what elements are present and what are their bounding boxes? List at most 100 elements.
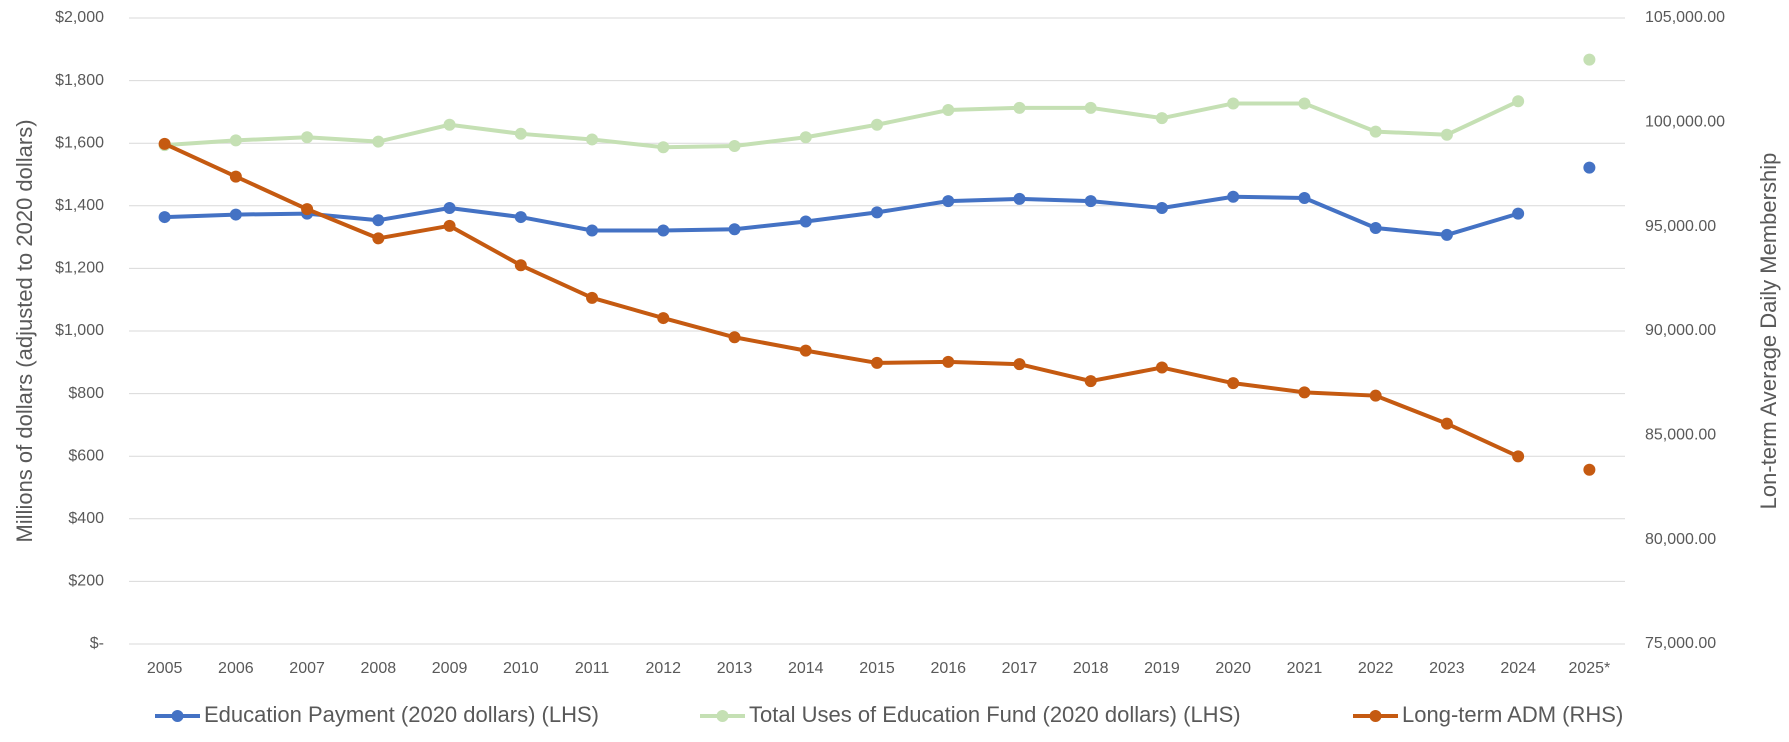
y-tick-label: $2,000 bbox=[55, 9, 104, 26]
y2-tick-label: 85,000.00 bbox=[1645, 427, 1716, 444]
data-point bbox=[1013, 192, 1026, 205]
x-tick-label: 2013 bbox=[717, 660, 753, 677]
data-point bbox=[942, 104, 955, 117]
x-tick-label: 2019 bbox=[1144, 660, 1180, 677]
data-point bbox=[1298, 386, 1311, 399]
data-point bbox=[799, 215, 812, 228]
y2-tick-label: 95,000.00 bbox=[1645, 218, 1716, 235]
data-point bbox=[799, 344, 812, 357]
data-point bbox=[1369, 389, 1382, 402]
data-point bbox=[1084, 375, 1097, 388]
x-tick-label: 2024 bbox=[1500, 660, 1536, 677]
legend-marker bbox=[716, 710, 729, 722]
x-tick-label: 2015 bbox=[859, 660, 895, 677]
data-point bbox=[942, 195, 955, 208]
data-point bbox=[871, 206, 883, 219]
data-point bbox=[1227, 377, 1240, 390]
y-tick-label: $- bbox=[90, 635, 104, 652]
y2-tick-label: 100,000.00 bbox=[1645, 114, 1725, 131]
data-point bbox=[158, 211, 171, 224]
data-point bbox=[229, 170, 242, 183]
data-point bbox=[514, 259, 527, 272]
y-axis-title: Millions of dollars (adjusted to 2020 do… bbox=[12, 119, 37, 542]
data-point bbox=[372, 135, 385, 148]
data-point bbox=[728, 140, 741, 153]
y-tick-label: $1,800 bbox=[55, 72, 104, 89]
data-point bbox=[942, 355, 955, 368]
data-point bbox=[871, 118, 883, 131]
data-point bbox=[728, 331, 741, 344]
data-point bbox=[1369, 125, 1382, 138]
data-point bbox=[301, 131, 314, 144]
data-point bbox=[1298, 191, 1311, 204]
data-point bbox=[1013, 358, 1026, 371]
data-point bbox=[1512, 450, 1525, 463]
data-point bbox=[657, 312, 670, 325]
data-point bbox=[1512, 207, 1525, 220]
y-tick-label: $1,400 bbox=[55, 197, 104, 214]
x-tick-label: 2008 bbox=[361, 660, 397, 677]
data-point bbox=[657, 224, 670, 237]
data-point bbox=[1013, 101, 1026, 114]
legend-label: Education Payment (2020 dollars) (LHS) bbox=[204, 702, 599, 727]
data-point bbox=[1369, 222, 1382, 235]
x-tick-label: 2017 bbox=[1002, 660, 1038, 677]
y2-tick-label: 105,000.00 bbox=[1645, 9, 1725, 26]
y2-axis-title: Lon-term Average Daily Membership bbox=[1756, 153, 1781, 510]
data-point bbox=[1155, 361, 1168, 374]
x-tick-label: 2025* bbox=[1568, 660, 1610, 677]
data-point bbox=[586, 291, 599, 304]
data-point bbox=[443, 201, 456, 214]
data-point bbox=[1298, 97, 1311, 110]
legend-label: Total Uses of Education Fund (2020 dolla… bbox=[749, 702, 1241, 727]
data-point bbox=[229, 134, 242, 147]
data-point bbox=[1583, 53, 1596, 66]
data-point bbox=[514, 127, 527, 140]
data-point bbox=[301, 203, 314, 216]
legend-marker bbox=[1369, 710, 1382, 722]
series-line bbox=[163, 142, 1519, 459]
data-point bbox=[372, 214, 385, 227]
y-tick-label: $600 bbox=[68, 447, 104, 464]
y2-tick-label: 75,000.00 bbox=[1645, 635, 1716, 652]
data-point bbox=[1227, 97, 1240, 110]
x-tick-label: 2016 bbox=[930, 660, 966, 677]
data-point bbox=[514, 211, 527, 224]
x-tick-label: 2021 bbox=[1287, 660, 1323, 677]
x-tick-label: 2007 bbox=[289, 660, 325, 677]
data-point bbox=[229, 208, 242, 221]
data-point bbox=[586, 133, 599, 146]
x-tick-label: 2006 bbox=[218, 660, 254, 677]
x-tick-label: 2010 bbox=[503, 660, 539, 677]
x-tick-label: 2020 bbox=[1215, 660, 1251, 677]
x-tick-label: 2022 bbox=[1358, 660, 1394, 677]
x-tick-label: 2009 bbox=[432, 660, 468, 677]
data-point bbox=[443, 219, 456, 232]
y-tick-label: $400 bbox=[68, 510, 104, 527]
data-point bbox=[1440, 417, 1453, 430]
x-tick-label: 2018 bbox=[1073, 660, 1109, 677]
data-point bbox=[1084, 195, 1097, 208]
data-point bbox=[443, 118, 456, 131]
y-tick-label: $1,000 bbox=[55, 322, 104, 339]
data-point bbox=[586, 224, 599, 237]
x-tick-label: 2014 bbox=[788, 660, 824, 677]
data-point bbox=[871, 356, 883, 369]
data-point bbox=[1440, 128, 1453, 141]
data-point bbox=[1440, 228, 1453, 241]
y2-tick-label: 80,000.00 bbox=[1645, 531, 1716, 548]
data-point bbox=[1155, 112, 1168, 125]
y2-tick-label: 90,000.00 bbox=[1645, 322, 1716, 339]
data-point bbox=[1155, 201, 1168, 214]
y-tick-label: $200 bbox=[68, 573, 104, 590]
x-tick-label: 2005 bbox=[147, 660, 183, 677]
data-point bbox=[158, 137, 171, 150]
x-tick-label: 2011 bbox=[575, 660, 610, 677]
data-point bbox=[1512, 95, 1525, 108]
data-point bbox=[1084, 101, 1097, 114]
data-point bbox=[728, 223, 741, 236]
data-point bbox=[372, 232, 385, 245]
series-line bbox=[164, 194, 1519, 237]
legend-marker bbox=[171, 710, 184, 722]
